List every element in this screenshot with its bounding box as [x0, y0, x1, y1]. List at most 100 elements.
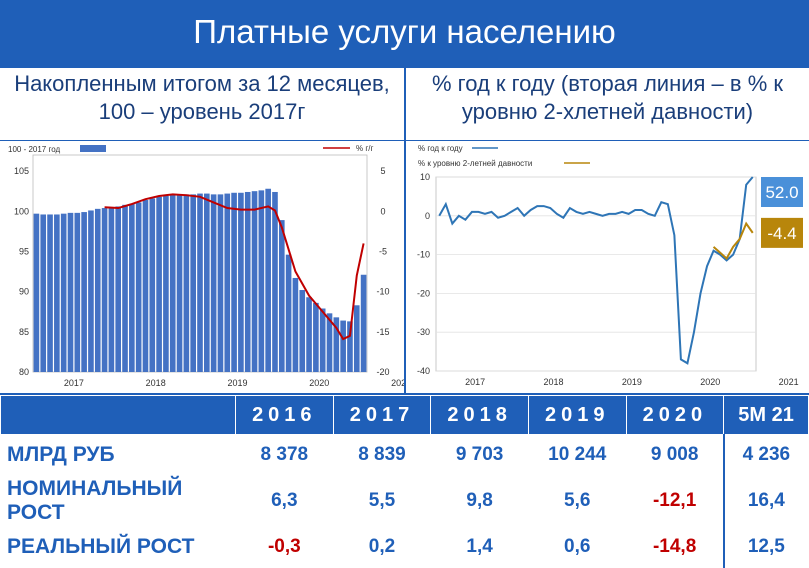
table-cell: 4 236	[722, 434, 809, 476]
header-cell: 2018	[430, 395, 529, 435]
two-year-line	[712, 221, 754, 261]
x-tick-label: 2020	[309, 378, 329, 388]
x-tick-label: 2019	[622, 377, 642, 387]
y-right-tick-label: 5	[380, 166, 385, 176]
left-chart-subtitle: Накопленным итогом за 12 месяцев, 100 – …	[0, 68, 404, 140]
y-right-tick-label: -20	[376, 367, 389, 377]
bar	[88, 210, 94, 372]
table-row: НОМИНАЛЬНЫЙ РОСТ 6,3 5,5 9,8 5,6 -12,1 1…	[0, 475, 809, 527]
summary-table: 2016 2017 2018 2019 2020 5M 21 МЛРД РУБ …	[0, 395, 809, 568]
x-tick-label: 2021	[779, 377, 799, 387]
bar	[142, 200, 149, 372]
header-cell: 2020	[625, 395, 725, 435]
bar	[340, 320, 346, 372]
y-tick-label: -20	[417, 288, 430, 298]
header-cell: 5M 21	[723, 395, 809, 435]
bar	[101, 208, 108, 372]
bar	[353, 305, 360, 372]
table-cell: -14,8	[625, 526, 725, 568]
bar	[183, 194, 190, 372]
bar	[285, 254, 292, 372]
bar	[176, 195, 183, 372]
x-tick-label: 2019	[227, 378, 247, 388]
table-cell: 8 839	[332, 434, 432, 476]
table-cell: 9 703	[430, 434, 529, 476]
bar	[115, 206, 122, 372]
y-tick-label: -10	[417, 250, 430, 260]
legend-label: % к уровню 2-летней давности	[418, 159, 532, 168]
end-label-box	[761, 177, 803, 207]
bar	[54, 214, 60, 372]
bar	[347, 321, 353, 372]
y-left-tick-label: 90	[19, 287, 29, 297]
bar	[333, 317, 340, 372]
table-cell: 1,4	[430, 526, 529, 568]
y-right-tick-label: 0	[380, 206, 385, 216]
bar	[258, 190, 265, 372]
end-label: 52.0	[765, 183, 798, 202]
y-left-tick-label: 105	[14, 166, 29, 176]
bar	[292, 277, 299, 372]
bar	[67, 212, 74, 372]
legend-label: % г/г	[356, 144, 373, 153]
y-right-tick-label: -5	[379, 246, 387, 256]
y-left-tick-label: 100	[14, 206, 29, 216]
row-label: НОМИНАЛЬНЫЙ РОСТ	[0, 475, 236, 527]
table-corner	[0, 395, 236, 435]
bar	[169, 195, 176, 372]
y-tick-label: 10	[420, 172, 430, 182]
bar	[108, 207, 115, 372]
bar	[60, 213, 67, 372]
table-cell: 16,4	[722, 475, 809, 527]
bar	[360, 274, 367, 372]
bar	[231, 192, 237, 372]
bar	[210, 194, 217, 372]
legend-label: % год к году	[418, 144, 463, 153]
right-chart-subtitle: % год к году (вторая линия – в % к уровн…	[406, 68, 809, 140]
bar	[47, 214, 53, 372]
table-cell: 9 008	[625, 434, 725, 476]
yoy-line	[438, 176, 754, 365]
bar	[224, 193, 231, 372]
bar	[299, 290, 306, 372]
bar	[156, 196, 162, 372]
bar	[122, 204, 128, 372]
table-row: МЛРД РУБ 8 378 8 839 9 703 10 244 9 008 …	[0, 434, 809, 476]
bar	[319, 308, 326, 372]
table-cell: 0,2	[332, 526, 432, 568]
bar	[197, 193, 203, 372]
table-cell: 5,6	[527, 475, 627, 527]
row-label: МЛРД РУБ	[0, 434, 236, 476]
x-tick-label: 2020	[700, 377, 720, 387]
table-cell: 0,6	[527, 526, 627, 568]
x-tick-label: 2017	[465, 377, 485, 387]
line-chart: 10 0 -10 -20 -30 -40 2017 2018 2019 2020 2021 52.0 -…	[417, 144, 803, 387]
yoy-line	[104, 193, 365, 341]
x-tick-label: 2018	[544, 377, 564, 387]
bar	[278, 220, 285, 372]
row-label: РЕАЛЬНЫЙ РОСТ	[0, 526, 236, 568]
y-left-tick-label: 80	[19, 367, 29, 377]
table-cell: 8 378	[235, 434, 334, 476]
bar	[306, 297, 312, 372]
table-row: РЕАЛЬНЫЙ РОСТ -0,3 0,2 1,4 0,6 -14,8 12,…	[0, 526, 809, 568]
y-left-tick-label: 85	[19, 327, 29, 337]
bar	[163, 195, 169, 372]
bar	[40, 214, 47, 372]
left-chart-panel: 80 85 90 95 100 105 5 0 -5 -10 -15 -20 2017 2018 2019 2…	[0, 141, 411, 393]
header-cell: 2017	[332, 395, 432, 435]
legend-label: 100 - 2017 год	[8, 145, 60, 154]
y-tick-label: -40	[417, 366, 430, 376]
bar	[204, 193, 210, 372]
table-header-row: 2016 2017 2018 2019 2020 5M 21	[0, 395, 809, 435]
x-tick-label: 2021	[391, 378, 404, 388]
y-tick-label: -30	[417, 327, 430, 337]
bar	[81, 212, 87, 372]
table-cell: 12,5	[722, 526, 809, 568]
page-title: Платные услуги населению	[193, 13, 616, 50]
bar	[265, 188, 271, 372]
bar	[326, 313, 333, 372]
bar	[190, 194, 196, 372]
y-tick-label: 0	[425, 211, 430, 221]
bar	[74, 212, 81, 372]
